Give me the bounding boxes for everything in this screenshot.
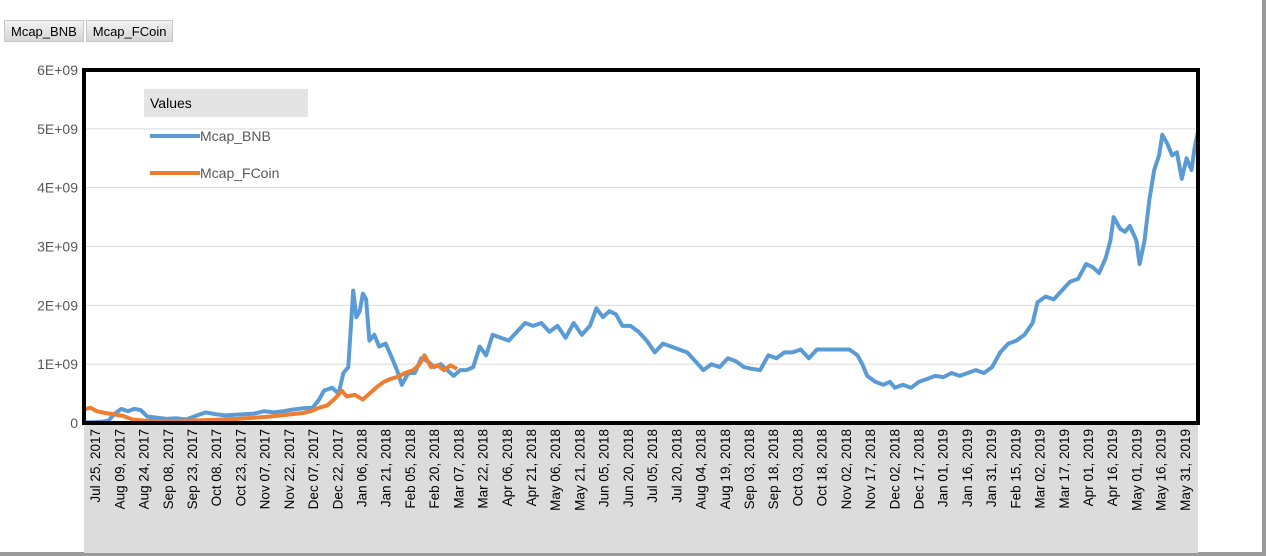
- legend-label-mcap-fcoin: Mcap_FCoin: [200, 165, 279, 181]
- x-tick-label: Sep 08, 2017: [161, 429, 176, 509]
- x-tick-label: Dec 17, 2018: [912, 429, 927, 509]
- x-tick-label: Jul 05, 2018: [645, 429, 660, 503]
- x-tick-label: Jan 01, 2019: [936, 429, 951, 507]
- x-tick-label: Sep 18, 2018: [766, 429, 781, 509]
- x-tick-label: Jun 20, 2018: [621, 429, 636, 507]
- x-tick-label: May 31, 2019: [1178, 429, 1193, 511]
- legend-title: Values: [150, 95, 192, 111]
- y-tick-label: 3E+09: [37, 239, 78, 255]
- x-tick-label: Nov 07, 2017: [258, 429, 273, 509]
- x-tick-label: Jan 16, 2019: [960, 429, 975, 507]
- x-tick-label: Jun 05, 2018: [597, 429, 612, 507]
- x-tick-label: Dec 22, 2017: [330, 429, 345, 509]
- x-tick-label: May 06, 2018: [548, 429, 563, 511]
- y-tick-label: 0: [70, 415, 78, 431]
- y-tick-label: 1E+09: [37, 356, 78, 372]
- x-tick-label: Mar 02, 2019: [1033, 429, 1048, 509]
- y-tick-label: 6E+09: [37, 62, 78, 78]
- series-lines: [83, 131, 1200, 425]
- field-button-bar: Mcap_BNB Mcap_FCoin: [4, 20, 174, 42]
- x-tick-label: Nov 02, 2018: [839, 429, 854, 509]
- x-tick-label: Aug 19, 2018: [718, 429, 733, 509]
- x-tick-label: Aug 24, 2017: [137, 429, 152, 509]
- x-tick-label: Sep 23, 2017: [185, 429, 200, 509]
- legend: Values Mcap_BNB Mcap_FCoin: [144, 89, 308, 181]
- x-tick-label: Aug 04, 2018: [694, 429, 709, 509]
- x-axis-band-bg: [84, 425, 1198, 553]
- x-axis-label-band: [84, 425, 1198, 553]
- x-tick-label: Oct 03, 2018: [790, 429, 805, 506]
- x-tick-label: Apr 06, 2018: [500, 429, 515, 506]
- x-tick-label: Dec 02, 2018: [887, 429, 902, 509]
- x-tick-label: Feb 05, 2018: [403, 429, 418, 509]
- x-tick-label: Mar 07, 2018: [451, 429, 466, 509]
- x-tick-label: Dec 07, 2017: [306, 429, 321, 509]
- x-tick-label: Jan 21, 2018: [379, 429, 394, 507]
- x-tick-label: Jan 06, 2018: [355, 429, 370, 507]
- x-tick-label: Nov 17, 2018: [863, 429, 878, 509]
- x-tick-label: May 16, 2019: [1154, 429, 1169, 511]
- x-tick-label: Sep 03, 2018: [742, 429, 757, 509]
- x-tick-label: Mar 17, 2019: [1057, 429, 1072, 509]
- series-line-mcap-fcoin: [83, 353, 458, 424]
- x-tick-label: Mar 22, 2018: [476, 429, 491, 509]
- x-tick-label: Apr 01, 2019: [1081, 429, 1096, 506]
- x-tick-label: May 01, 2019: [1129, 429, 1144, 511]
- x-tick-label: Oct 08, 2017: [209, 429, 224, 506]
- x-tick-label: Jan 31, 2019: [984, 429, 999, 507]
- legend-title-bg: [144, 89, 308, 117]
- x-tick-label: May 21, 2018: [572, 429, 587, 511]
- gridlines: [84, 128, 1198, 365]
- y-tick-label: 2E+09: [37, 297, 78, 313]
- x-tick-label: Nov 22, 2017: [282, 429, 297, 509]
- field-button-mcap-fcoin[interactable]: Mcap_FCoin: [85, 20, 174, 42]
- y-axis-ticks: 0 1E+09 2E+09 3E+09 4E+09 5E+09 6E+09: [37, 62, 78, 431]
- x-tick-label: Feb 20, 2018: [427, 429, 442, 509]
- x-tick-label: Oct 23, 2017: [233, 429, 248, 506]
- plot-area-border: [82, 68, 1200, 425]
- x-axis-ticks: Jul 25, 2017 Aug 09, 2017 Aug 24, 2017 Sep …: [88, 429, 1193, 511]
- x-tick-label: Oct 18, 2018: [815, 429, 830, 506]
- x-tick-label: Apr 21, 2018: [524, 429, 539, 506]
- x-tick-label: Aug 09, 2017: [112, 429, 127, 509]
- x-tick-label: Jul 25, 2017: [88, 429, 103, 503]
- x-tick-label: Jul 20, 2018: [669, 429, 684, 503]
- x-tick-label: Feb 15, 2019: [1008, 429, 1023, 509]
- x-tick-label: Apr 16, 2019: [1105, 429, 1120, 506]
- field-button-mcap-bnb[interactable]: Mcap_BNB: [4, 20, 84, 42]
- y-tick-label: 5E+09: [37, 121, 78, 137]
- legend-label-mcap-bnb: Mcap_BNB: [200, 128, 271, 144]
- y-tick-label: 4E+09: [37, 180, 78, 196]
- series-line-mcap-bnb: [83, 131, 1200, 425]
